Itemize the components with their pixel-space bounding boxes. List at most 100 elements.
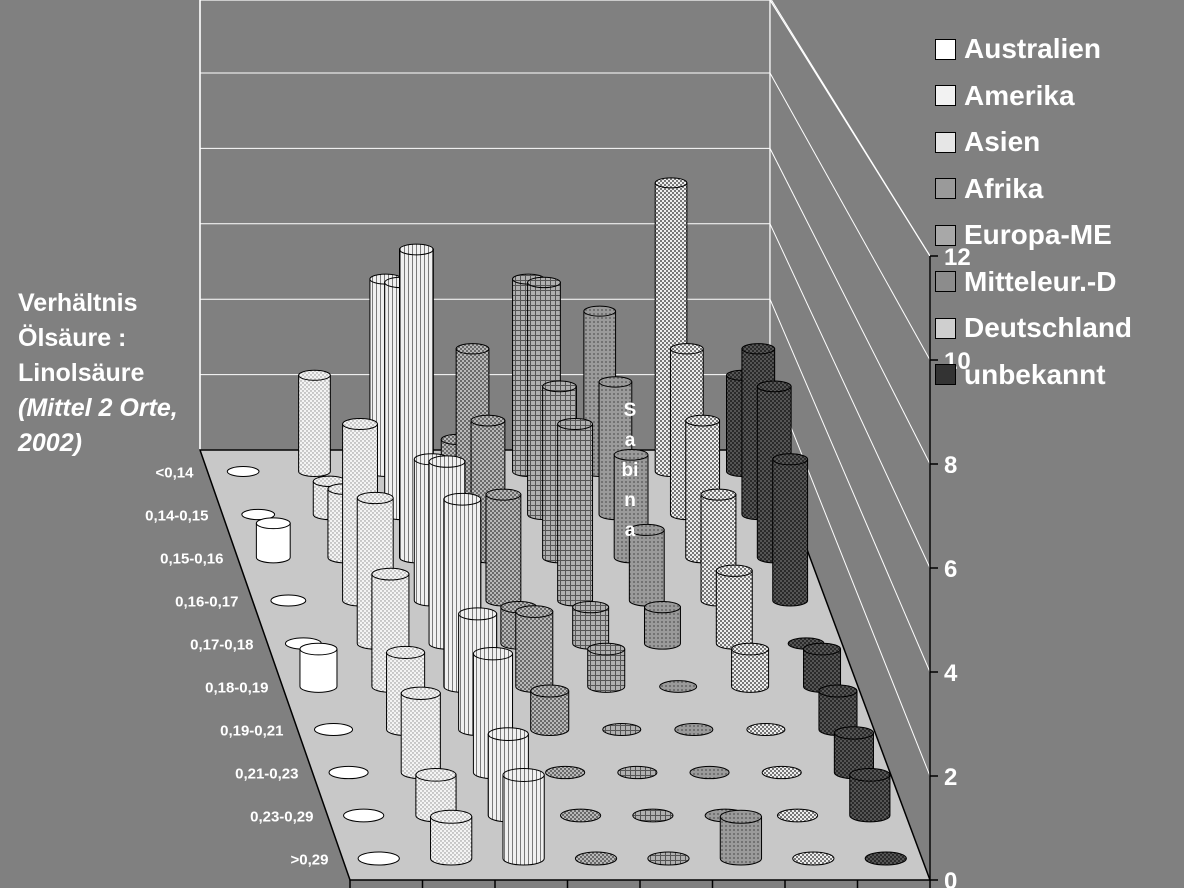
bar-top: [741, 343, 776, 355]
legend-item: Deutschland: [935, 305, 1132, 352]
legend-item: Mitteleur.-D: [935, 259, 1132, 306]
legend-swatch: [935, 85, 956, 107]
bar-top: [772, 453, 809, 466]
bar-body: [772, 458, 809, 607]
bar-base: [632, 808, 674, 823]
legend-item: unbekannt: [935, 352, 1132, 399]
bar-top: [849, 767, 891, 782]
bar: [572, 600, 610, 650]
bar-top: [386, 645, 426, 659]
bar-top: [443, 492, 482, 506]
bar-top: [428, 455, 466, 468]
legend-swatch: [935, 364, 956, 386]
row-tick-label: 0,16-0,17: [175, 594, 238, 611]
bar-top: [542, 380, 577, 393]
bar: [430, 809, 473, 866]
gridline: [769, 223, 931, 569]
bar-base: [328, 765, 369, 780]
bar-top: [485, 488, 522, 501]
bar-base: [226, 465, 260, 478]
z-tick-label: 2: [944, 764, 957, 791]
bar-top: [470, 414, 506, 427]
bar-top: [515, 605, 554, 618]
sabina-annotation: Sabina: [621, 400, 639, 541]
bar-top: [756, 380, 792, 393]
bar: [719, 809, 763, 866]
bar-base: [270, 594, 307, 607]
row-tick-label: 0,14-0,15: [145, 508, 208, 525]
bar-top: [356, 491, 394, 505]
legend-label: unbekannt: [964, 358, 1106, 390]
y-axis-label-line: Linolsäure: [18, 359, 145, 387]
z-tick-label: 8: [944, 452, 957, 479]
legend-label: Australien: [964, 33, 1101, 65]
row-tick-label: 0,21-0,23: [235, 766, 298, 783]
bar-top: [598, 376, 633, 388]
row-tick-label: 0,19-0,21: [220, 723, 283, 740]
bar: [400, 686, 441, 780]
bar-body: [502, 774, 545, 866]
bar-base: [241, 508, 276, 521]
bar-base: [659, 680, 698, 693]
legend-item: Asien: [935, 119, 1132, 166]
bar: [485, 488, 522, 607]
legend-item: Amerika: [935, 73, 1132, 120]
z-tick-label: 0: [944, 868, 957, 888]
bar: [849, 767, 891, 823]
bar-body: [430, 816, 473, 866]
bar: [530, 684, 570, 736]
bar-body: [299, 648, 338, 693]
bar-top: [299, 642, 338, 656]
bar-body: [298, 374, 331, 478]
bar-top: [803, 642, 842, 656]
chart-axis: <0,14 0,14-0,15 0,15-0,16 0,16-0,17 0,17-0,1…: [145, 244, 971, 888]
bar-top: [654, 177, 688, 189]
bar-base: [559, 808, 602, 823]
bar-top: [458, 607, 498, 621]
bar-top: [643, 600, 681, 614]
legend-label: Mitteleur.-D: [964, 265, 1117, 297]
row-tick-label: <0,14: [156, 465, 195, 482]
row-tick-label: 0,15-0,16: [160, 551, 223, 568]
bar-base: [689, 765, 730, 780]
bar-base: [602, 722, 642, 737]
bar-top: [430, 809, 473, 824]
bar-body: [719, 816, 763, 866]
bar-body: [587, 648, 626, 693]
bar: [818, 684, 858, 736]
bar-base: [343, 808, 385, 823]
bar-base: [574, 851, 618, 866]
bar-top: [342, 417, 378, 431]
chart-bars: [226, 177, 907, 866]
legend-label: Afrika: [964, 172, 1044, 204]
bar: [833, 726, 874, 780]
bar: [772, 453, 809, 607]
bar-top: [833, 726, 874, 740]
bar-top: [613, 448, 649, 461]
bar-body: [849, 774, 891, 823]
row-tick-label: 0,23-0,29: [250, 809, 313, 826]
bar-body: [255, 522, 291, 564]
y-axis-label-note: 2002): [18, 429, 82, 457]
y-axis-label-note: (Mittel 2 Orte,: [18, 394, 178, 422]
bar-top: [398, 243, 434, 256]
bar-top: [298, 369, 331, 381]
gridline: [769, 299, 931, 673]
row-tick-label: 0,17-0,18: [190, 637, 253, 654]
bar-top: [371, 567, 410, 581]
legend-label: Asien: [964, 126, 1041, 158]
bar-top: [572, 600, 610, 614]
bar-base: [313, 722, 354, 737]
bar-body: [643, 606, 681, 650]
z-tick-label: 12: [944, 244, 971, 271]
bar-top: [719, 809, 763, 824]
legend-swatch: [935, 38, 956, 60]
bar-top: [255, 517, 291, 530]
y-axis-label-line: Verhältnis: [18, 289, 138, 317]
bar: [731, 642, 770, 693]
bar-top: [415, 767, 457, 782]
bar-top: [628, 523, 665, 536]
bar-top: [669, 343, 704, 355]
bar-base: [746, 722, 786, 737]
bar-base: [776, 808, 819, 823]
